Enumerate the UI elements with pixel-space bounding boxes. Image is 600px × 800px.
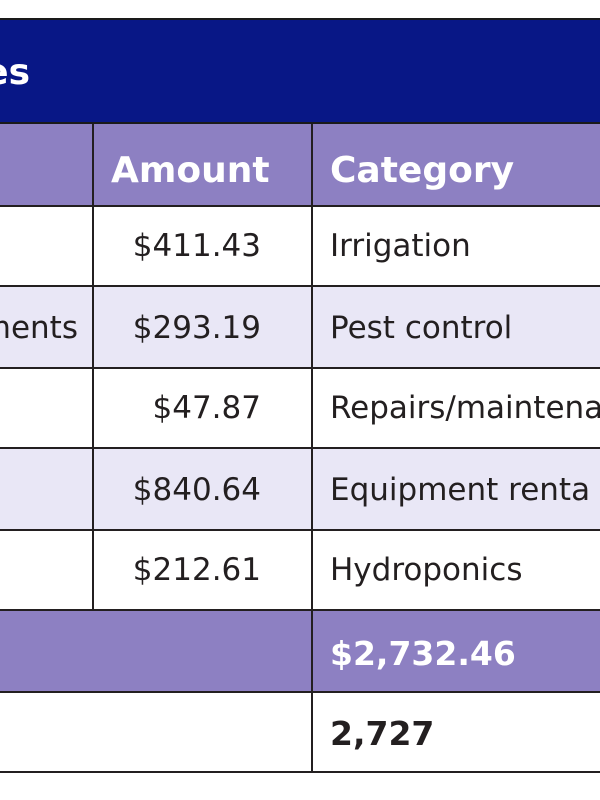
table-row: $411.43 Irrigation	[0, 206, 600, 286]
row-divider	[0, 529, 600, 531]
table-row: ments $293.19 Pest control	[0, 286, 600, 368]
row-category: Repairs/maintena	[330, 390, 600, 426]
row-divider	[0, 609, 600, 611]
total-amount: $2,732.46	[330, 634, 516, 673]
header-category: Category	[330, 150, 515, 191]
table-row: $47.87 Repairs/maintena	[0, 368, 600, 448]
header-row: Amount Category	[0, 124, 600, 206]
row-divider	[0, 447, 600, 449]
row-divider	[0, 691, 600, 693]
row-amount: $840.64	[132, 472, 261, 508]
table-title: es	[0, 52, 30, 93]
row-amount: $212.61	[132, 552, 261, 588]
row-divider	[0, 205, 600, 207]
count-row: 2,727	[0, 692, 600, 772]
table-title-bar: es	[0, 18, 600, 124]
row-category: Pest control	[330, 310, 513, 346]
table-row: $212.61 Hydroponics	[0, 530, 600, 610]
row-divider	[0, 285, 600, 287]
table-bottom-border	[0, 771, 600, 773]
row-category: Hydroponics	[330, 552, 523, 588]
count-value: 2,727	[330, 714, 435, 753]
row-amount: $411.43	[132, 228, 261, 264]
row-amount: $293.19	[132, 310, 261, 346]
row-amount: $47.87	[152, 390, 261, 426]
row-description: ments	[0, 310, 78, 346]
row-category: Equipment renta	[330, 472, 591, 508]
total-row: $2,732.46	[0, 610, 600, 692]
row-category: Irrigation	[330, 228, 471, 264]
row-divider	[0, 367, 600, 369]
table-row: $840.64 Equipment renta	[0, 448, 600, 530]
header-amount: Amount	[111, 150, 270, 191]
